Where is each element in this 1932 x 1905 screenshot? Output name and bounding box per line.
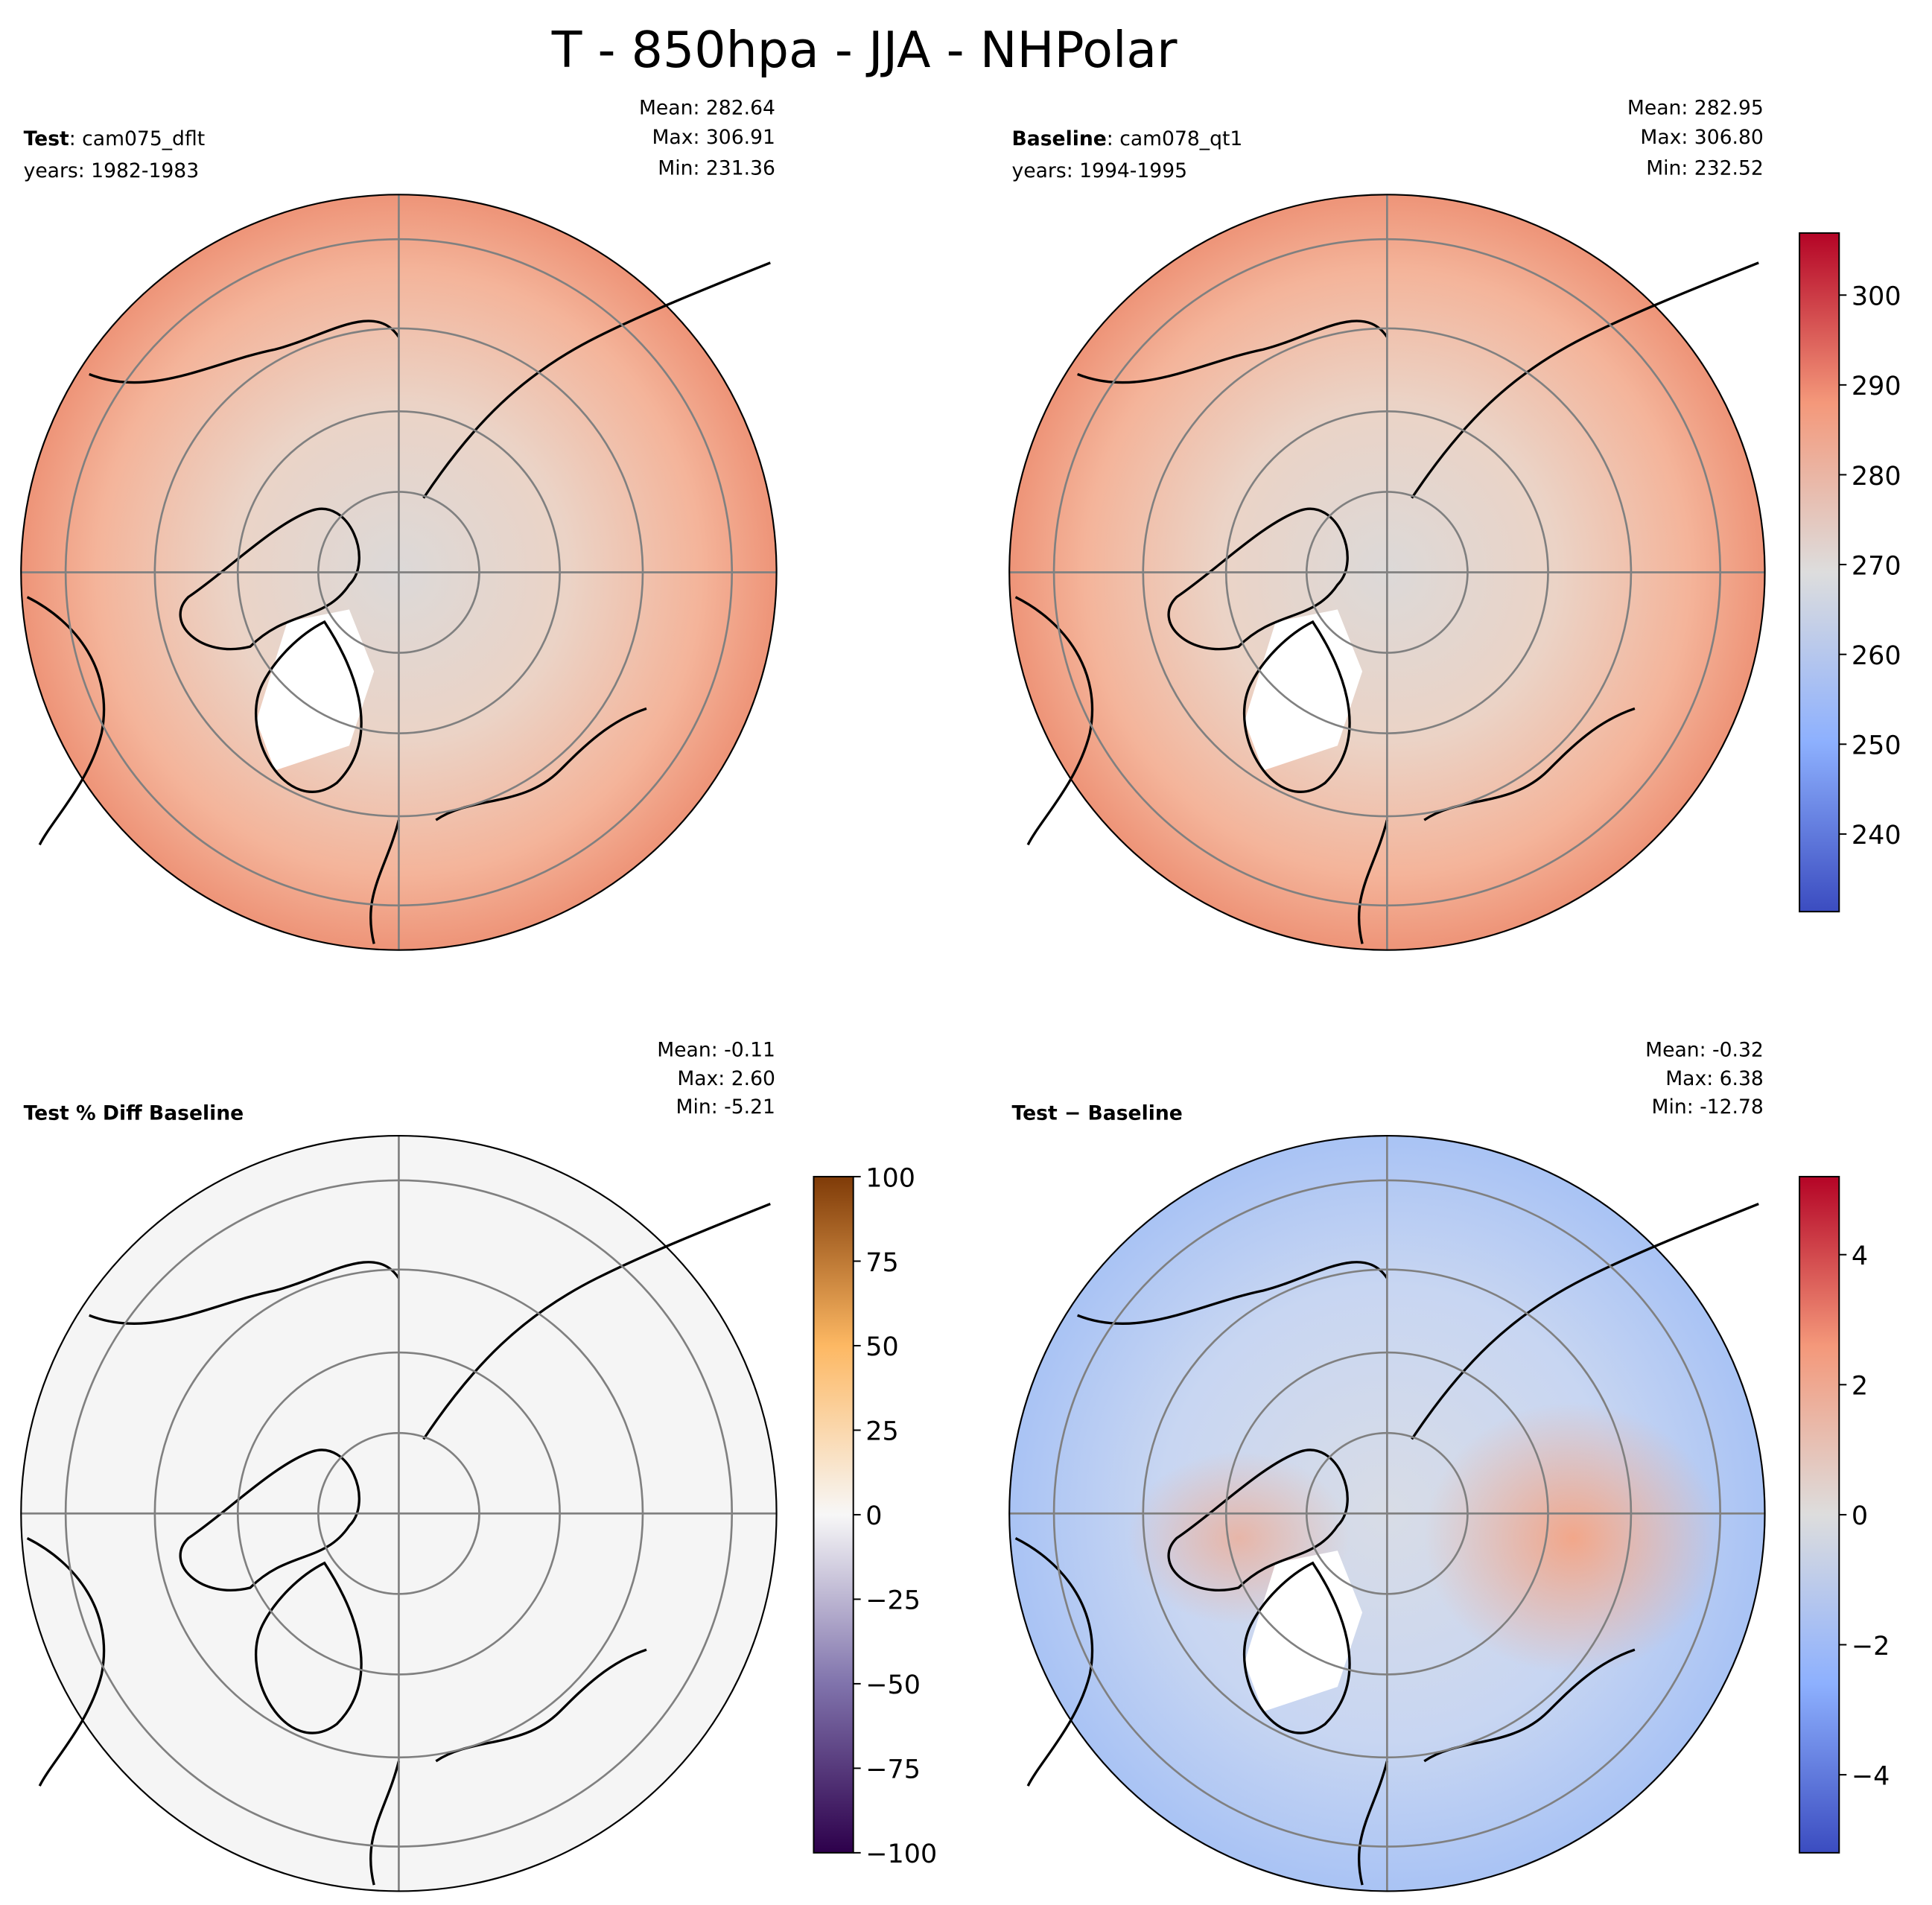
coastline xyxy=(255,1561,363,1734)
panel-label-case: : cam078_qt1 xyxy=(1107,127,1243,150)
colorbar-tick-label: −100 xyxy=(865,1839,937,1869)
coastline xyxy=(1014,1537,1094,1787)
colorbar-tick-label: −75 xyxy=(865,1755,921,1785)
panel-stat: Max: 306.80 xyxy=(1640,126,1763,149)
colorbar-tick-label: −2 xyxy=(1852,1632,1890,1661)
panel-stat: Mean: 282.95 xyxy=(1627,96,1764,119)
coastline xyxy=(422,1203,771,1440)
colorbar-tick-label: 250 xyxy=(1852,731,1901,761)
panel-stat: Min: 231.36 xyxy=(658,157,775,180)
panel-stat: Mean: -0.11 xyxy=(657,1039,775,1062)
coastline xyxy=(369,819,401,944)
panel-years: years: 1994-1995 xyxy=(1012,159,1188,182)
colorbar-tick-label: 280 xyxy=(1852,462,1901,492)
panel-4: Test − Baseline Mean: -0.32 Max: 6.38 Min: … xyxy=(1008,1039,1890,1892)
map-boundary xyxy=(20,1135,778,1892)
colorbar-tick-label: 270 xyxy=(1852,551,1901,581)
panel-label-bold: Test − Baseline xyxy=(1012,1101,1183,1125)
map-boundary xyxy=(1008,1135,1766,1892)
map-boundary xyxy=(20,194,778,951)
colorbar-tick-label: 240 xyxy=(1852,821,1901,850)
coastline xyxy=(422,261,771,499)
coastline xyxy=(1167,1448,1349,1591)
coastline xyxy=(26,1537,106,1787)
panel-stat: Mean: -0.32 xyxy=(1645,1039,1764,1062)
panel-years: years: 1982-1983 xyxy=(24,159,200,182)
colorbar-tick-label: −4 xyxy=(1852,1761,1890,1791)
panel-label: Test: cam075_dflt xyxy=(24,127,206,150)
coastline xyxy=(369,1761,401,1886)
panel-2: Baseline: cam078_qt1 years: 1994-1995 Mean… xyxy=(1008,96,1901,951)
coastline xyxy=(255,620,363,793)
colorbar-tick-label: 50 xyxy=(865,1332,898,1362)
panel-1: Test: cam075_dflt years: 1982-1983 Mean: 2… xyxy=(20,96,778,951)
panel-label-bold: Test % Diff Baseline xyxy=(24,1101,244,1125)
colorbar-tick-label: −25 xyxy=(865,1586,921,1616)
panel-label: Test − Baseline xyxy=(1012,1101,1183,1125)
colorbar xyxy=(1799,1175,1840,1854)
colorbar-tick-label: 100 xyxy=(865,1163,915,1193)
coastline xyxy=(26,596,106,846)
panel-stat: Max: 306.91 xyxy=(652,126,775,149)
colorbar-tick-label: 4 xyxy=(1852,1241,1868,1271)
coastline xyxy=(1411,261,1759,499)
panel-label: Baseline: cam078_qt1 xyxy=(1012,127,1243,150)
coastline xyxy=(1077,1261,1388,1326)
colorbar-tick-label: 75 xyxy=(865,1248,898,1278)
coastline xyxy=(1243,1561,1351,1734)
panel-stat: Max: 2.60 xyxy=(677,1067,775,1090)
panel-stat: Mean: 282.64 xyxy=(639,96,775,119)
coastline xyxy=(1014,596,1094,846)
colorbar-tick-label: 0 xyxy=(1852,1501,1868,1531)
coastline xyxy=(179,507,360,651)
colorbar-tick-label: 2 xyxy=(1852,1372,1868,1402)
panel-label-bold: Baseline xyxy=(1012,127,1107,150)
coastline xyxy=(179,1448,360,1591)
panel-stat: Min: -12.78 xyxy=(1652,1095,1764,1119)
coastline xyxy=(89,1261,400,1326)
panel-label: Test % Diff Baseline xyxy=(24,1101,244,1125)
map-warm-anomaly xyxy=(1424,1402,1722,1675)
colorbar xyxy=(813,1175,854,1854)
panel-stat: Max: 6.38 xyxy=(1665,1067,1764,1090)
coastline xyxy=(1357,1761,1388,1886)
colorbar xyxy=(1799,232,1840,913)
panel-label-case: : cam075_dflt xyxy=(69,127,205,150)
coastline xyxy=(1167,507,1349,651)
coastline xyxy=(1411,1203,1759,1440)
panel-stat: Min: 232.52 xyxy=(1646,157,1764,180)
coastline xyxy=(1357,819,1388,944)
figure-title: T - 850hpa - JJA - NHPolar xyxy=(551,21,1178,79)
colorbar-tick-label: 260 xyxy=(1852,641,1901,671)
colorbar-tick-label: 300 xyxy=(1852,282,1901,312)
coastline xyxy=(1243,620,1351,793)
panel-3: Test % Diff Baseline Mean: -0.11 Max: 2.60… xyxy=(20,1039,937,1892)
colorbar-tick-label: 290 xyxy=(1852,372,1901,401)
coastline xyxy=(89,319,400,384)
map-boundary xyxy=(1008,194,1766,951)
colorbar-tick-label: 0 xyxy=(865,1501,882,1531)
panel-label-bold: Test xyxy=(24,127,69,150)
panel-stat: Min: -5.21 xyxy=(676,1095,775,1119)
coastline xyxy=(1077,319,1388,384)
colorbar-tick-label: −50 xyxy=(865,1670,921,1700)
colorbar-tick-label: 25 xyxy=(865,1417,898,1447)
